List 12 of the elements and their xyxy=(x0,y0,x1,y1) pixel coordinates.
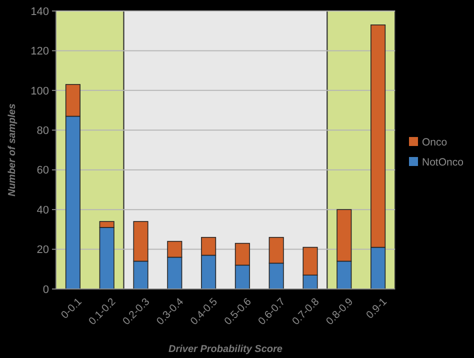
y-tick-label: 20 xyxy=(36,244,49,256)
y-tick-label: 140 xyxy=(30,6,49,18)
x-axis-title: Driver Probability Score xyxy=(168,344,283,355)
y-tick-label: 60 xyxy=(36,164,49,177)
y-axis-title: Number of samples xyxy=(7,103,18,196)
y-tick-label: 100 xyxy=(30,85,49,98)
y-tick-label: 40 xyxy=(36,204,49,216)
legend-label: Onco xyxy=(422,136,448,149)
legend-label: NotOnco xyxy=(422,156,464,169)
y-tick-label: 120 xyxy=(30,46,49,58)
y-tick-label: 80 xyxy=(36,124,49,137)
y-tick-label: 0 xyxy=(42,284,49,296)
